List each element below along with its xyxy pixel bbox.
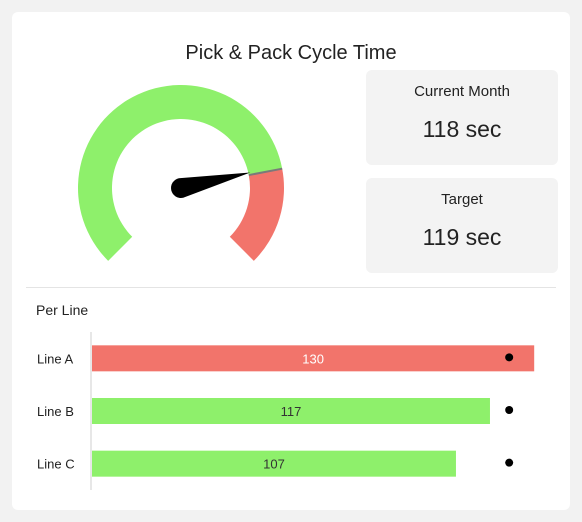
bar-value-label: 107 <box>263 457 285 472</box>
bar-category-label: Line C <box>37 457 75 472</box>
dashboard-card: Pick & Pack Cycle Time Current Month 118… <box>12 12 570 510</box>
current-month-kpi: Current Month 118 sec <box>366 70 558 165</box>
dashboard-title: Pick & Pack Cycle Time <box>185 42 397 64</box>
bar-line-b <box>92 398 490 424</box>
bar-category-label: Line B <box>37 404 74 419</box>
gauge-target-marker <box>248 167 283 177</box>
bar-value-label: 130 <box>302 351 324 366</box>
section-divider <box>26 287 556 288</box>
current-month-label: Current Month <box>414 83 510 100</box>
bar-value-label: 117 <box>281 404 302 419</box>
bar-line-a <box>92 345 535 372</box>
target-kpi: Target 119 sec <box>366 178 558 273</box>
bar-category-label: Line A <box>37 351 73 366</box>
gauge-band-2 <box>229 168 284 261</box>
per-line-bar-chart: Line A 130 Line B 117 Line C 107 <box>37 332 535 490</box>
gauge-needle <box>170 172 251 199</box>
gauge-band-1 <box>78 85 283 261</box>
cycle-time-gauge <box>78 85 284 261</box>
current-month-value: 118 sec <box>422 116 502 142</box>
bar-target-marker <box>505 458 514 467</box>
bar-target-marker <box>505 353 514 362</box>
bar-target-marker <box>505 406 514 414</box>
per-line-title: Per Line <box>36 302 89 318</box>
target-value: 119 sec <box>422 224 502 250</box>
target-label: Target <box>441 191 483 208</box>
bar-line-c <box>92 450 456 477</box>
